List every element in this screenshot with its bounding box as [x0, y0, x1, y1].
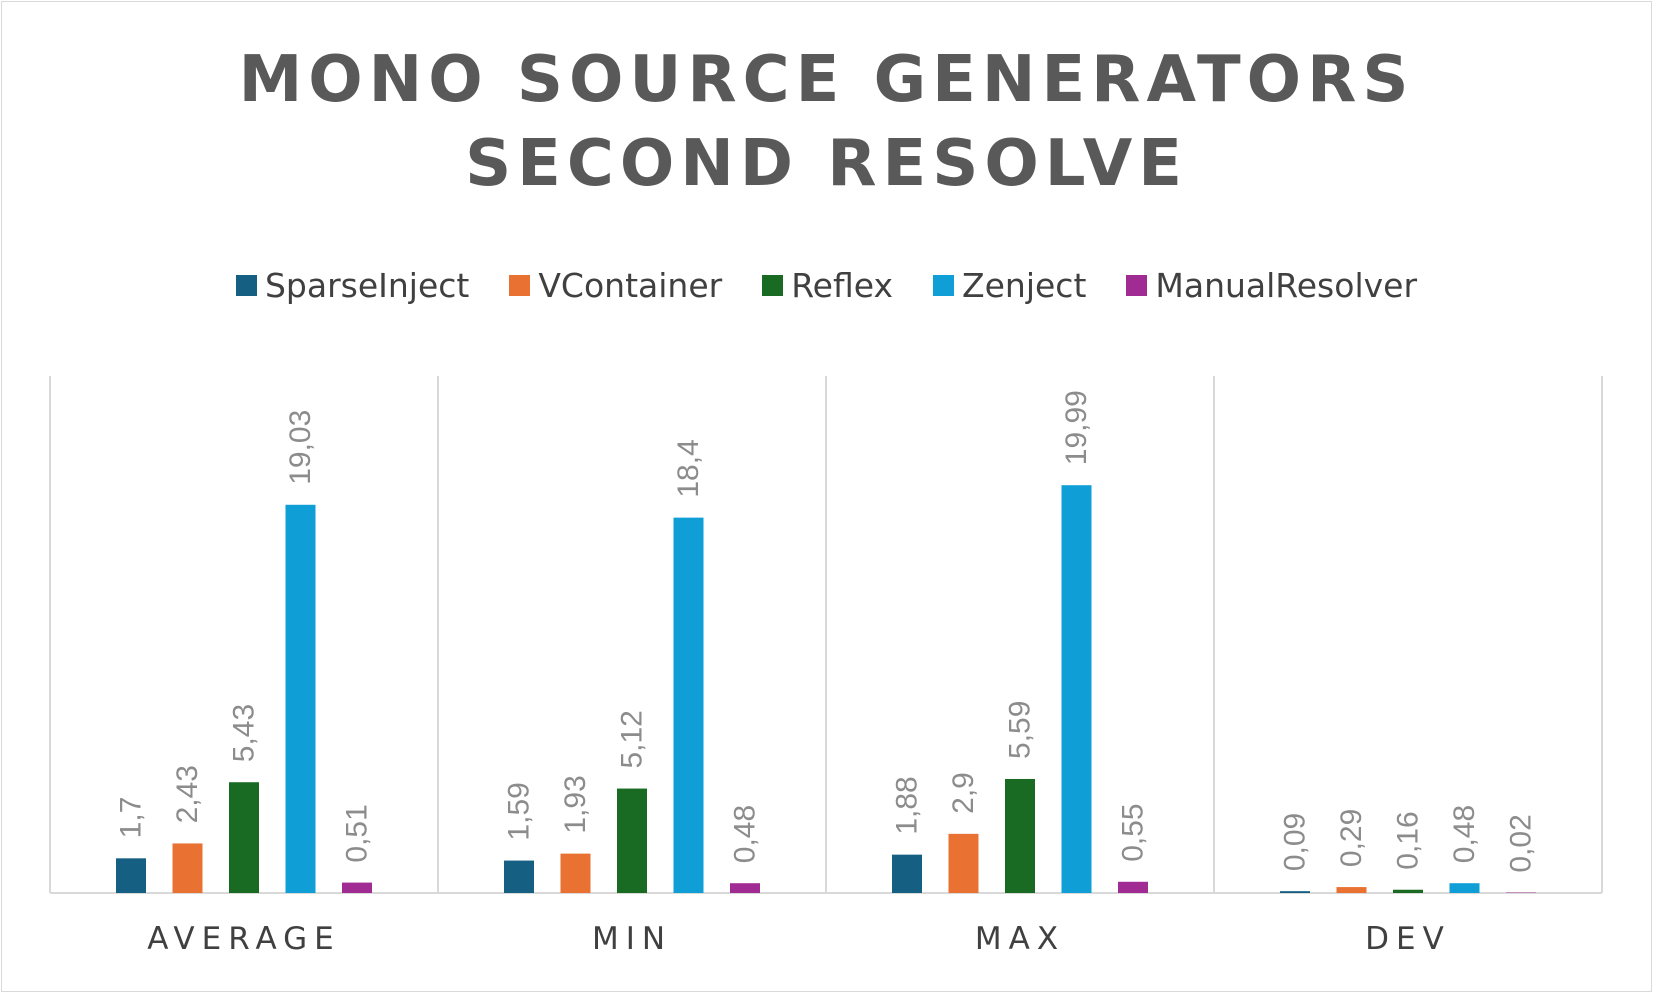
data-label: 19,99 — [1060, 390, 1093, 465]
data-label: 18,4 — [672, 439, 705, 497]
data-label: 0,55 — [1117, 803, 1150, 861]
bar-zenject-max — [1061, 485, 1092, 893]
bar-reflex-dev — [1393, 889, 1423, 893]
legend-item-manualresolver: ManualResolver — [1126, 266, 1417, 305]
data-label: 0,09 — [1279, 813, 1312, 871]
chart-title-line-1: MONO SOURCE GENERATORS — [238, 43, 1415, 117]
bar-reflex-average — [229, 782, 259, 893]
legend-swatch — [933, 275, 954, 296]
data-label: 1,7 — [115, 797, 148, 839]
data-label: 2,43 — [171, 765, 204, 823]
legend-item-sparseinject: SparseInject — [235, 266, 470, 305]
bar-zenject-dev — [1449, 883, 1480, 893]
chart-legend: SparseInject VContainer Reflex Zenject M… — [0, 266, 1653, 305]
bar-sparseinject-max — [892, 854, 922, 893]
chart-title-line-2: SECOND RESOLVE — [465, 127, 1188, 201]
bar-sparseinject-average — [116, 858, 146, 893]
data-label: 2,9 — [947, 772, 980, 814]
legend-label: VContainer — [538, 266, 723, 305]
data-label: 5,12 — [616, 710, 649, 768]
chart-title: MONO SOURCE GENERATORS SECOND RESOLVE — [0, 38, 1653, 206]
data-label: 1,88 — [891, 776, 924, 834]
data-label: 0,16 — [1392, 811, 1425, 869]
category-label: MIN — [592, 921, 672, 957]
data-label: 1,93 — [559, 775, 592, 833]
legend-item-reflex: Reflex — [762, 266, 893, 305]
category-label: AVERAGE — [147, 921, 341, 957]
legend-label: Zenject — [962, 266, 1087, 305]
bar-manualresolver-max — [1118, 881, 1148, 893]
data-label: 0,29 — [1335, 809, 1368, 867]
category-label: DEV — [1365, 921, 1451, 957]
data-label: 0,02 — [1505, 814, 1538, 872]
bar-sparseinject-dev — [1280, 891, 1310, 893]
bar-vcontainer-max — [948, 833, 979, 893]
bar-zenject-average — [285, 504, 316, 893]
bar-manualresolver-average — [342, 882, 372, 893]
legend-swatch — [509, 275, 531, 296]
bar-sparseinject-min — [504, 860, 534, 893]
bar-vcontainer-average — [172, 843, 203, 893]
legend-swatch — [762, 275, 784, 296]
bar-manualresolver-min — [730, 883, 760, 893]
bar-reflex-min — [617, 788, 647, 893]
bar-zenject-min — [673, 517, 704, 893]
legend-swatch — [1126, 275, 1148, 296]
bar-vcontainer-dev — [1336, 887, 1367, 893]
legend-label: ManualResolver — [1155, 266, 1418, 305]
bar-reflex-max — [1005, 778, 1035, 893]
legend-swatch — [235, 275, 257, 296]
data-label: 5,59 — [1004, 701, 1037, 759]
data-label: 1,59 — [503, 782, 536, 840]
data-label: 0,48 — [1448, 805, 1481, 863]
data-label: 0,51 — [341, 804, 374, 862]
category-label: MAX — [975, 921, 1065, 957]
bar-vcontainer-min — [560, 853, 591, 893]
legend-item-zenject: Zenject — [933, 266, 1086, 305]
data-label: 19,03 — [284, 410, 317, 485]
data-label: 0,48 — [729, 805, 762, 863]
legend-item-vcontainer: VContainer — [509, 266, 722, 305]
data-label: 5,43 — [228, 704, 261, 762]
legend-label: SparseInject — [264, 266, 470, 305]
legend-label: Reflex — [791, 266, 893, 305]
